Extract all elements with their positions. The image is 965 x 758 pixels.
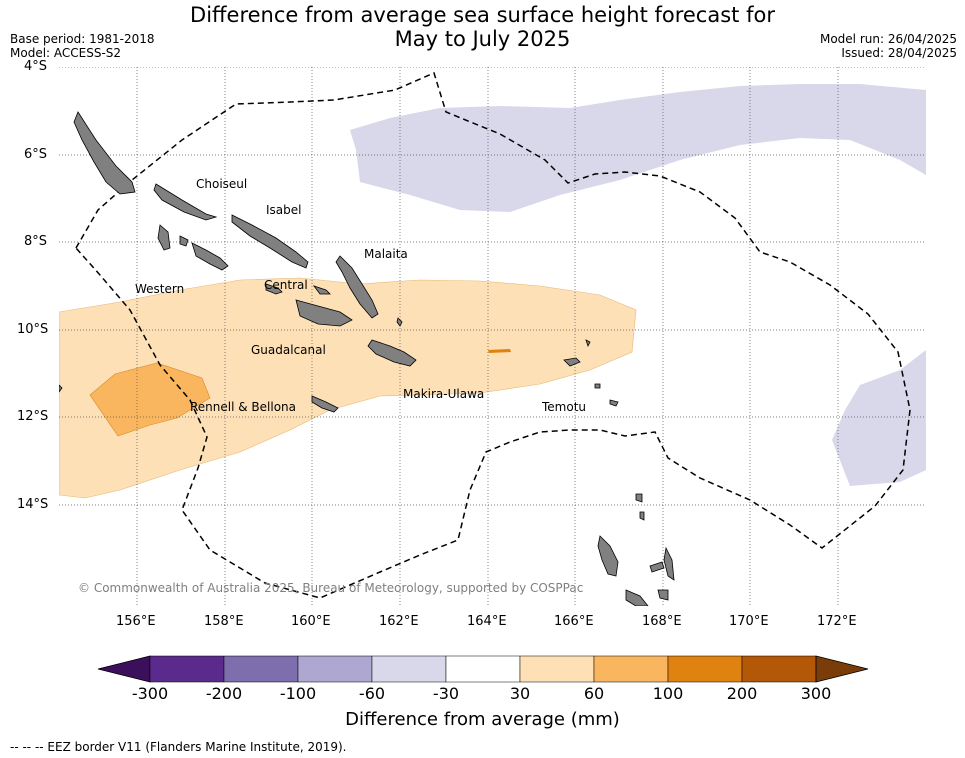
anomaly-region-neg-north [350,84,926,212]
lon-label-158e: 158°E [204,614,244,629]
lat-label-6s: 6°S [24,147,48,162]
colorbar-tick-label: 200 [726,684,758,703]
land-vanuatu-malakula [625,589,649,606]
anomaly-sliver [488,349,511,353]
land-temotu-d [609,399,619,407]
lon-label-156e: 156°E [116,614,156,629]
map-title: Difference from average sea surface heig… [0,3,965,51]
colorbar-tick-label: 30 [509,684,531,703]
lat-label-14s: 14°S [17,497,49,512]
eez-border [75,71,911,599]
land-vanuatu-c [635,493,643,503]
model-run: Model run: 26/04/2025 [819,32,957,46]
eez-legend-note: -- -- -- EEZ border V11 (Flanders Marine… [10,740,347,754]
province-label-guadalcanal: Guadalcanal [251,343,326,357]
land-choiseul-south [153,183,218,221]
base-period: Base period: 1981-2018 [10,32,155,46]
header-left: Base period: 1981-2018 Model: ACCESS-S2 [10,32,155,60]
colorbar-tick-label: 60 [583,684,605,703]
province-label-temotu: Temotu [542,400,587,414]
land-central [265,283,283,295]
province-label-choiseul: Choiseul [196,177,248,191]
lat-label-12s: 12°S [17,409,49,424]
land-vanuatu-b [663,546,675,581]
land-rennell [311,395,339,413]
land-malaita [335,255,379,319]
land-west-edge [59,384,63,393]
land-vanuatu-a [649,561,665,573]
land-temotu-a [563,357,581,367]
anomaly-region-neg-east [832,350,926,486]
colorbar-tick-label: 300 [800,684,832,703]
colorbar-tick-label: -300 [131,684,169,703]
lat-label-10s: 10°S [17,322,49,337]
anomaly-region-pos-30-60 [59,277,637,499]
land-choiseul [73,111,136,195]
province-label-isabel: Isabel [266,203,302,217]
lon-label-162e: 162°E [379,614,419,629]
land-masses [59,111,675,606]
province-label-rennell-bellona: Rennell & Bellona [190,400,297,414]
colorbar-tick-label: 100 [652,684,684,703]
colorbar-tick-label: -30 [432,684,460,703]
title-line-2: May to July 2025 [394,27,571,51]
land-ulawa [396,317,403,327]
land-western-c [179,235,189,247]
land-vanuatu-espiritu [597,535,619,577]
model-name: Model: ACCESS-S2 [10,46,122,60]
land-temotu-c [594,383,601,389]
gridlines [59,67,926,606]
land-temotu-b [585,339,591,348]
land-western-b [191,242,229,271]
province-label-central: Central [264,278,308,292]
title-line-1: Difference from average sea surface heig… [190,3,775,27]
province-label-malaita: Malaita [364,247,408,261]
land-vanuatu-d [639,511,645,521]
land-guadalcanal [295,299,353,327]
land-vanuatu-e [657,589,669,601]
lon-label-160e: 160°E [291,614,331,629]
lon-label-168e: 168°E [642,614,682,629]
colorbar-tick-label: -200 [205,684,243,703]
issued-date: Issued: 28/04/2025 [841,46,957,60]
colorbar-tick-label: -60 [358,684,386,703]
lon-label-170e: 170°E [729,614,769,629]
colorbar-label: Difference from average (mm) [345,709,620,730]
header-right: Model run: 26/04/2025 Issued: 28/04/2025 [820,32,957,60]
lon-label-164e: 164°E [467,614,507,629]
lat-label-4s: 4°S [24,59,48,74]
copyright-notice: © Commonwealth of Australia 2025, Bureau… [78,581,584,595]
lon-label-172e: 172°E [817,614,857,629]
lon-label-166e: 166°E [554,614,594,629]
land-western-a [157,224,171,251]
anomaly-region-pos-60-100 [89,362,211,437]
land-makira [367,339,417,367]
province-label-western: Western [135,282,185,296]
land-central-b [312,285,331,295]
lat-label-8s: 8°S [24,234,48,249]
colorbar-tick-label: -100 [279,684,317,703]
land-isabel [231,214,309,269]
province-label-makira-ulawa: Makira-Ulawa [403,387,485,401]
